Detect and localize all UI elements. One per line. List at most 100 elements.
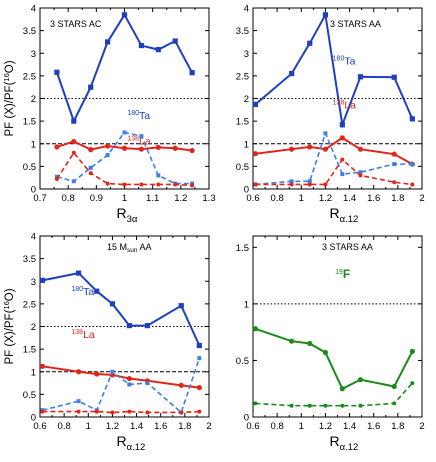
data-point	[196, 342, 202, 349]
y-tick-label: 3.5	[236, 26, 249, 37]
x-tick-label: 0.8	[271, 193, 284, 204]
data-point	[122, 130, 127, 135]
y-tick-label: 2.5	[23, 299, 36, 310]
y-tick-label: 4	[244, 4, 249, 15]
x-tick-label: 1.3	[202, 193, 215, 204]
x-tick-label: 0.7	[33, 193, 46, 204]
data-point	[122, 182, 127, 187]
series-line-ta_dashed	[255, 131, 413, 186]
data-point	[307, 403, 312, 408]
data-point	[197, 409, 202, 414]
x-tick-label: 1	[299, 193, 304, 204]
data-point	[121, 145, 128, 151]
y-tick-label: 3.5	[23, 254, 36, 265]
data-point	[71, 118, 77, 124]
data-point	[253, 401, 258, 406]
y-tick-label: 2.5	[236, 71, 249, 82]
series-line-ta	[55, 12, 193, 124]
y-tick-label: 1	[244, 299, 249, 310]
x-tick-label: 1.6	[154, 421, 167, 432]
data-point	[110, 410, 115, 415]
y-tick-label: 2.5	[23, 71, 36, 82]
data-point	[173, 182, 178, 187]
plot-frame	[252, 235, 423, 418]
data-point	[127, 409, 132, 414]
x-tick-label: 1.2	[106, 421, 119, 432]
x-tick-label: 1.8	[178, 421, 191, 432]
data-point	[138, 42, 144, 49]
y-tick-label: 1.5	[236, 117, 249, 128]
x-tick-label: 1.2	[319, 193, 332, 204]
data-point	[409, 348, 415, 354]
data-point	[88, 171, 93, 176]
data-point	[76, 409, 81, 414]
x-axis-label: Rα.12	[330, 433, 359, 453]
series-label: 138La	[71, 329, 95, 341]
x-tick-label: 0.9	[90, 193, 103, 204]
data-point	[172, 38, 178, 44]
x-tick-label: 1.4	[343, 193, 356, 204]
y-tick-label: 2	[31, 322, 36, 333]
data-point	[391, 151, 397, 157]
data-point	[189, 147, 195, 154]
data-point	[392, 401, 397, 406]
panel-2: 0.6 0.8 1 1.2 1.4 1.6 1.8 2 0 0.5 1 1.5 2 2.5 3 3.5 4 180…	[236, 4, 425, 226]
x-axis-label: Rα.12	[330, 205, 359, 225]
data-point	[410, 162, 415, 167]
series-line-ta	[42, 272, 201, 346]
data-point	[76, 399, 81, 404]
data-point	[76, 369, 82, 375]
data-point	[252, 101, 259, 107]
data-point	[357, 377, 364, 383]
data-point	[88, 84, 94, 90]
y-tick-label: 0.5	[23, 390, 36, 401]
data-point	[54, 69, 60, 75]
data-point	[323, 182, 328, 187]
data-point	[391, 74, 397, 80]
x-tick-label: 1.8	[391, 193, 404, 204]
data-point	[110, 369, 115, 374]
data-point	[39, 277, 46, 283]
data-point	[289, 146, 295, 152]
x-tick-label: 1.6	[367, 421, 380, 432]
panel-title: 3 STARS AA	[322, 242, 373, 252]
data-point	[289, 338, 295, 344]
data-point	[105, 153, 110, 158]
series-line-la	[42, 365, 200, 389]
data-point	[105, 181, 110, 186]
y-tick-label: 3	[244, 49, 249, 60]
data-point	[88, 147, 94, 153]
panel-title: 3 STARS AA	[330, 19, 381, 29]
x-tick-label: 1.4	[343, 421, 356, 432]
series-line-la_dashed	[42, 410, 200, 414]
data-point	[105, 143, 111, 149]
y-tick-label: 2	[244, 94, 249, 105]
data-point	[54, 177, 59, 182]
y-tick-label: 1.5	[23, 345, 36, 356]
data-point	[127, 382, 132, 387]
data-point	[190, 183, 195, 188]
panel-3: 0.6 0.8 1 1.2 1.4 1.6 1.8 2 0 0.5 1 1.5 2 2.5 3 3.5 4 180…	[2, 232, 212, 454]
x-tick-label: 0.8	[62, 193, 75, 204]
y-tick-label: 3	[31, 277, 36, 288]
data-point	[178, 303, 184, 309]
data-point	[121, 12, 128, 18]
y-tick-label: 3	[31, 49, 36, 60]
data-point	[340, 172, 345, 177]
series-line-ta_dashed	[56, 131, 193, 185]
data-point	[40, 409, 45, 414]
data-point	[76, 270, 82, 276]
data-point	[358, 403, 363, 408]
data-point	[156, 173, 161, 178]
data-point	[252, 151, 259, 157]
series-line-la_dashed	[56, 151, 193, 187]
data-point	[88, 165, 93, 170]
x-tick-label: 1.2	[319, 421, 332, 432]
y-tick-label: 0	[244, 185, 249, 196]
data-point	[307, 179, 312, 184]
x-tick-label: 1.8	[391, 421, 404, 432]
y-tick-label: 2	[31, 94, 36, 105]
data-point	[139, 134, 144, 139]
